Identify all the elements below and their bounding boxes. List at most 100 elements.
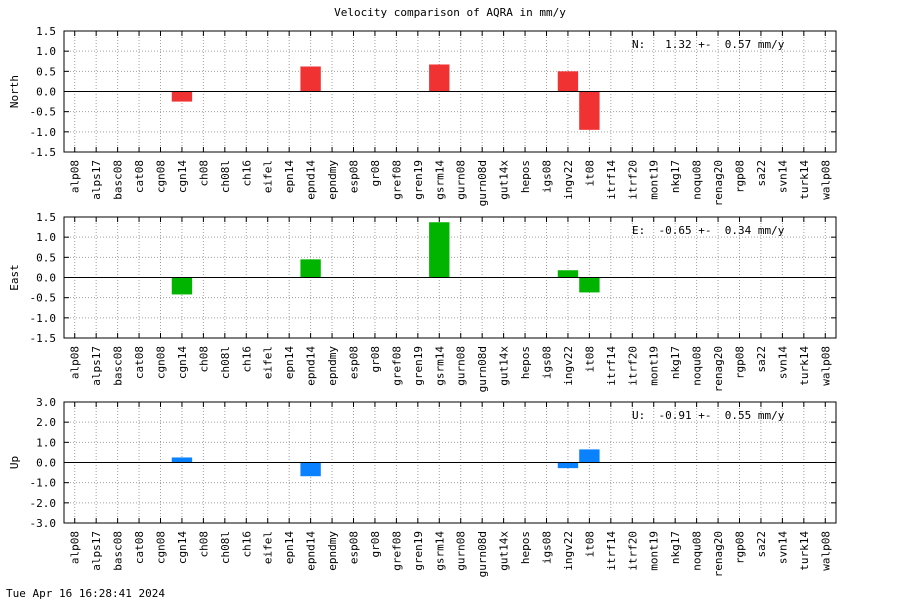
x-tick-label: mont19 — [648, 346, 661, 386]
bar-it08 — [579, 277, 600, 293]
x-tick-label: renag20 — [712, 160, 725, 206]
velocity-annotation: U: -0.91 +- 0.55 mm/y — [632, 409, 785, 422]
x-tick-label: ingv22 — [562, 531, 575, 571]
x-tick-label: mont19 — [648, 531, 661, 571]
x-tick-label: walp08 — [819, 160, 832, 200]
x-tick-label: esp08 — [348, 346, 361, 379]
bar-cgn14 — [171, 277, 193, 295]
x-tick-label: itrf20 — [626, 346, 639, 386]
x-tick-label: gut14x — [498, 346, 511, 386]
y-tick-label: 1.5 — [36, 25, 56, 38]
y-tick-label: -2.0 — [30, 497, 57, 510]
x-tick-label: ch16 — [240, 531, 253, 558]
bar-it08 — [579, 91, 600, 130]
y-tick-label: 1.0 — [36, 45, 56, 58]
bar-epnd14 — [300, 66, 321, 92]
x-tick-label: cgn08 — [155, 531, 168, 564]
x-tick-label: gref08 — [390, 346, 403, 386]
y-tick-label: 0.0 — [36, 272, 56, 285]
y-tick-label: 1.0 — [36, 231, 56, 244]
x-tick-label: epn14 — [283, 531, 296, 564]
x-tick-label: cgn08 — [155, 160, 168, 193]
x-tick-label: rgp08 — [734, 160, 747, 193]
x-tick-label: sa22 — [755, 346, 768, 373]
x-tick-label: epndmy — [326, 531, 339, 571]
x-tick-label: igs08 — [541, 160, 554, 193]
x-tick-label: itrf14 — [605, 160, 618, 200]
bar-gsrm14 — [429, 64, 450, 92]
x-tick-label: cat08 — [133, 531, 146, 564]
x-tick-label: svn14 — [776, 346, 789, 379]
bar-epnd14 — [300, 259, 321, 278]
x-tick-label: ch16 — [240, 160, 253, 187]
y-tick-label: 0.0 — [36, 86, 56, 99]
x-tick-label: gurn08 — [455, 346, 468, 386]
y-axis-label: Up — [8, 456, 21, 469]
x-tick-label: alp08 — [69, 160, 82, 193]
x-tick-label: epnd14 — [305, 531, 318, 571]
x-tick-label: gurn08d — [476, 346, 489, 392]
y-axis-label: North — [8, 75, 21, 108]
x-tick-label: ch08l — [219, 346, 232, 379]
x-tick-label: rgp08 — [734, 346, 747, 379]
x-tick-label: gurn08 — [455, 531, 468, 571]
x-tick-label: esp08 — [348, 160, 361, 193]
x-tick-label: hepos — [519, 346, 532, 379]
y-tick-label: -1.5 — [30, 332, 57, 345]
x-tick-label: gsrm14 — [433, 346, 446, 386]
x-tick-label: noqu08 — [691, 160, 704, 200]
x-tick-label: noqu08 — [691, 531, 704, 571]
x-tick-label: itrf14 — [605, 531, 618, 571]
y-tick-label: -0.5 — [30, 106, 57, 119]
x-tick-label: ch08l — [219, 531, 232, 564]
bar-cgn14 — [171, 91, 193, 102]
x-tick-label: itrf14 — [605, 346, 618, 386]
x-tick-label: gr08 — [369, 531, 382, 558]
x-tick-label: noqu08 — [691, 346, 704, 386]
x-tick-label: gren19 — [412, 160, 425, 200]
x-tick-label: ch16 — [240, 346, 253, 373]
x-tick-label: basc08 — [112, 531, 125, 571]
x-tick-label: renag20 — [712, 346, 725, 392]
x-tick-label: gref08 — [390, 160, 403, 200]
x-tick-label: hepos — [519, 531, 532, 564]
bar-ingv22 — [557, 462, 579, 469]
x-tick-label: eifel — [262, 160, 275, 193]
y-tick-label: -1.0 — [30, 126, 57, 139]
x-tick-label: gsrm14 — [433, 160, 446, 200]
y-tick-label: -1.5 — [30, 146, 57, 159]
x-tick-label: gsrm14 — [433, 531, 446, 571]
x-tick-label: esp08 — [348, 531, 361, 564]
x-tick-label: gren19 — [412, 531, 425, 571]
y-tick-label: 1.0 — [36, 436, 56, 449]
y-tick-label: 3.0 — [36, 396, 56, 409]
x-tick-label: itrf20 — [626, 160, 639, 200]
x-tick-label: epn14 — [283, 346, 296, 379]
x-tick-label: gref08 — [390, 531, 403, 571]
x-tick-label: basc08 — [112, 160, 125, 200]
bar-it08 — [579, 449, 600, 463]
x-tick-label: ch08 — [197, 531, 210, 558]
x-tick-label: cgn14 — [176, 160, 189, 193]
x-tick-label: gurn08 — [455, 160, 468, 200]
x-tick-label: ingv22 — [562, 346, 575, 386]
x-tick-label: sa22 — [755, 160, 768, 187]
x-tick-label: ch08 — [197, 346, 210, 373]
x-tick-label: cgn14 — [176, 346, 189, 379]
x-tick-label: basc08 — [112, 346, 125, 386]
x-tick-label: alp08 — [69, 346, 82, 379]
x-tick-label: turk14 — [798, 531, 811, 571]
x-tick-label: gr08 — [369, 160, 382, 187]
x-tick-label: walp08 — [819, 531, 832, 571]
x-tick-label: svn14 — [776, 531, 789, 564]
x-tick-label: turk14 — [798, 346, 811, 386]
y-tick-label: -0.5 — [30, 292, 57, 305]
x-tick-label: gut14x — [498, 531, 511, 571]
x-tick-label: gr08 — [369, 346, 382, 373]
x-tick-label: hepos — [519, 160, 532, 193]
x-tick-label: epndmy — [326, 160, 339, 200]
x-tick-label: ch08 — [197, 160, 210, 187]
y-tick-label: 0.0 — [36, 457, 56, 470]
x-tick-label: itrf20 — [626, 531, 639, 571]
